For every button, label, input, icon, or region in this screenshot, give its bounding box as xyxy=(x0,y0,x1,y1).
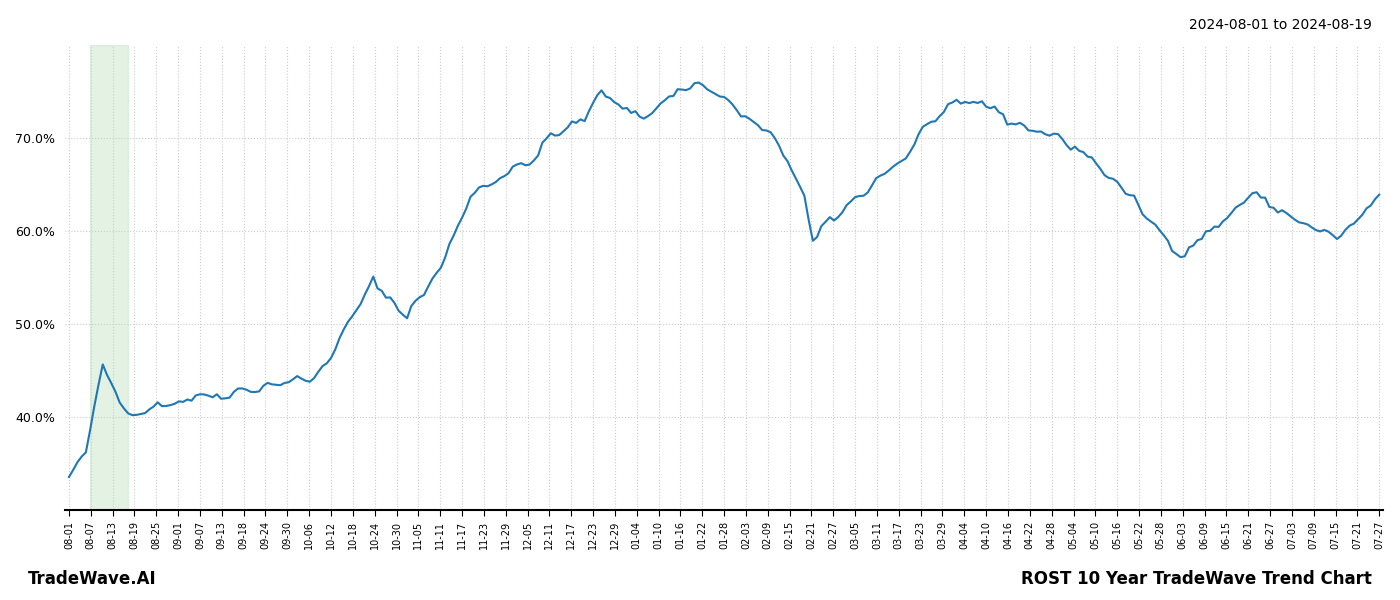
Text: TradeWave.AI: TradeWave.AI xyxy=(28,570,157,588)
Text: 2024-08-01 to 2024-08-19: 2024-08-01 to 2024-08-19 xyxy=(1189,18,1372,32)
Text: ROST 10 Year TradeWave Trend Chart: ROST 10 Year TradeWave Trend Chart xyxy=(1021,570,1372,588)
Bar xyxy=(90,45,129,510)
